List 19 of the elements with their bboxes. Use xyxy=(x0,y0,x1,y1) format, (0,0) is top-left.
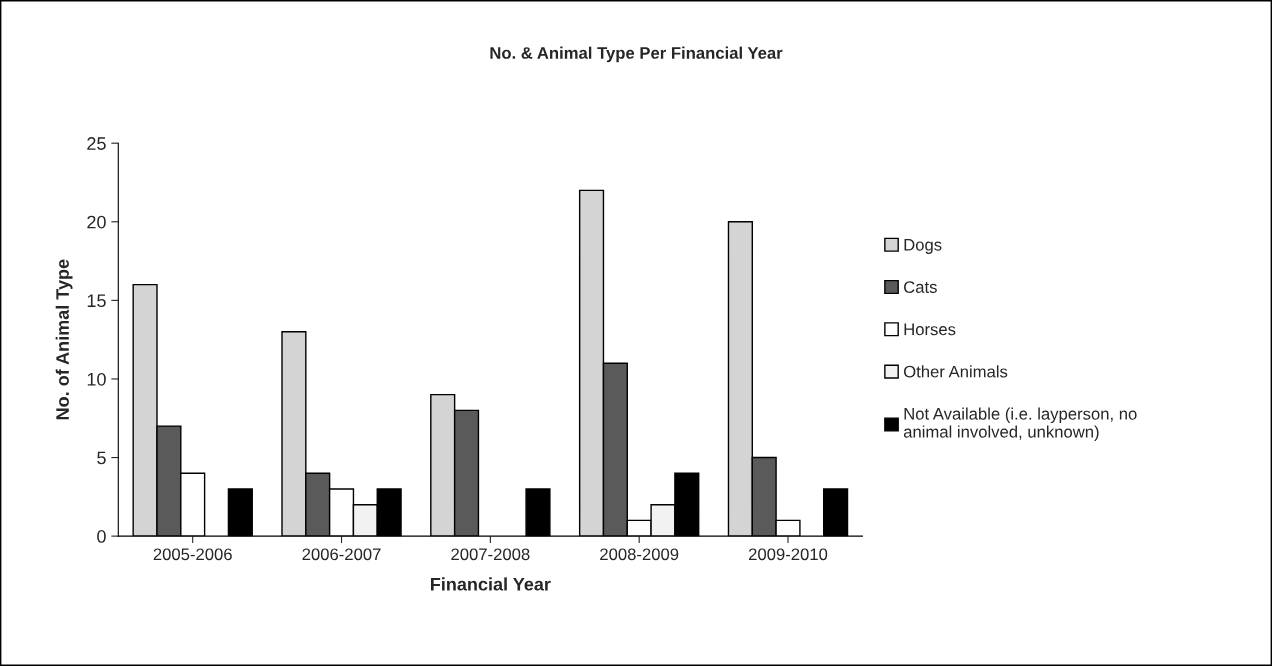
legend-label: Other Animals xyxy=(903,365,1008,378)
x-tick-label: 2006-2007 xyxy=(302,548,381,561)
x-tick-label: 2009-2010 xyxy=(748,548,828,561)
y-tick-label: 20 xyxy=(87,215,106,229)
x-axis-title: Financial Year xyxy=(431,577,551,591)
x-tick-label: 2008-2009 xyxy=(600,548,679,561)
y-tick-label: 5 xyxy=(97,451,106,465)
y-tick-label: 15 xyxy=(87,294,106,308)
y-tick-label: 25 xyxy=(87,137,106,150)
legend-label: Cats xyxy=(904,281,937,293)
legend-label: Not Available (i.e. layperson, no animal involved, unknown) xyxy=(903,407,1137,441)
y-tick-label: 0 xyxy=(97,530,106,543)
x-tick-label: 2007-2008 xyxy=(451,548,530,561)
legend-label: Dogs xyxy=(904,239,942,254)
legend-label: Horses xyxy=(904,323,956,336)
y-tick-label: 10 xyxy=(87,372,106,386)
y-axis-title: No. of Animal Type xyxy=(55,259,73,420)
x-tick-label: 2005-2006 xyxy=(153,548,232,561)
chart-title: No. & Animal Type Per Financial Year xyxy=(490,46,783,63)
